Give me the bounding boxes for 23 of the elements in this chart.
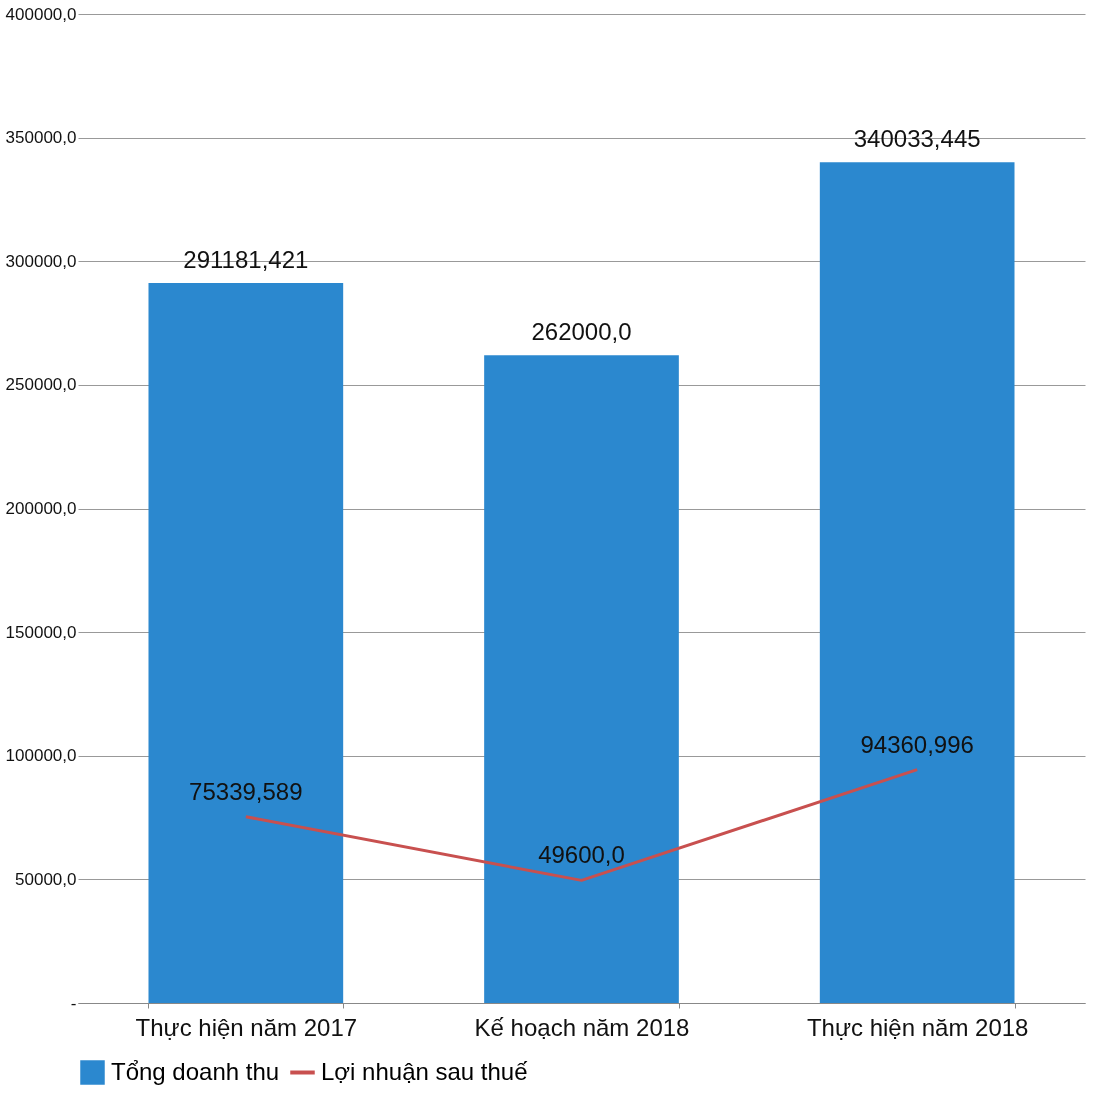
y-tick-label: 250000,0	[5, 375, 77, 395]
data-label: 75339,589	[189, 777, 303, 805]
y-tick-label: -	[70, 993, 77, 1013]
data-label: 94360,996	[860, 730, 974, 758]
x-tick-label: Kế hoạch năm 2018	[474, 1013, 690, 1041]
bar	[484, 355, 679, 1003]
y-tick-label: 400000,0	[5, 4, 77, 24]
bar	[819, 162, 1015, 1003]
legend-label: Lợi nhuận sau thuế	[321, 1057, 529, 1085]
y-tick-label: 100000,0	[5, 746, 77, 766]
data-label: 262000,0	[531, 318, 632, 346]
y-tick-label: 150000,0	[5, 622, 77, 642]
data-label: 49600,0	[538, 841, 625, 869]
y-tick-label: 200000,0	[5, 499, 77, 518]
y-tick-label: 50000,0	[15, 869, 77, 889]
y-tick-label: 300000,0	[5, 251, 77, 271]
y-tick-label: 350000,0	[5, 128, 77, 148]
bar	[148, 283, 344, 1003]
legend-label: Tổng doanh thu	[111, 1057, 280, 1085]
x-tick-label: Thực hiện năm 2018	[806, 1013, 1029, 1041]
data-label: 291181,421	[183, 246, 309, 274]
data-label: 340033,445	[853, 125, 981, 153]
x-tick-label: Thực hiện năm 2017	[135, 1013, 358, 1041]
